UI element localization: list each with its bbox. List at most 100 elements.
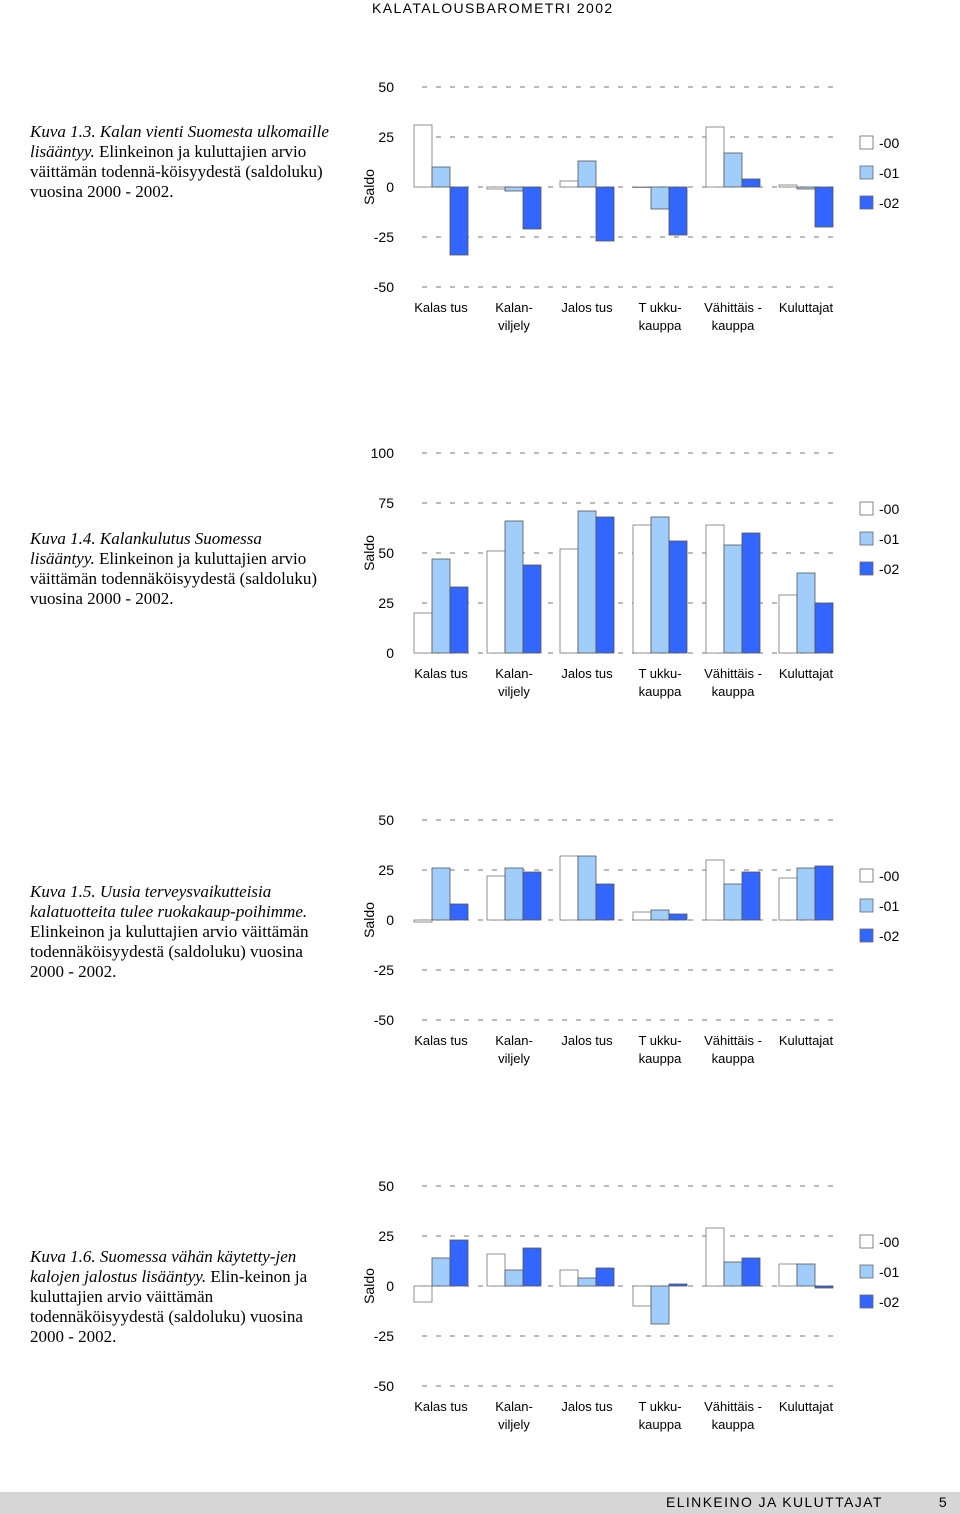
bar [522, 564, 542, 654]
y-tick-label: 75 [378, 495, 394, 511]
category-label: kauppa [639, 684, 682, 699]
bar [741, 871, 761, 921]
legend-label: -01 [879, 531, 899, 547]
legend-swatch [859, 165, 874, 180]
category-label: Vähittäis - [704, 300, 762, 315]
caption-text: Elinkeinon ja kuluttajien arvio väittämä… [30, 549, 318, 608]
legend-label: -02 [879, 928, 899, 944]
caption-title: Kuva 1.4. Kalankulutus Suomessa lisäänty… [30, 529, 262, 568]
category-label: Kalan- [495, 666, 533, 681]
bar [723, 1261, 743, 1287]
bar [796, 1263, 816, 1287]
y-axis-label: Saldo [361, 169, 377, 205]
bar [814, 602, 834, 654]
y-tick-label: -50 [374, 1378, 394, 1394]
bar [814, 865, 834, 921]
bar [431, 166, 451, 188]
y-tick-label: 25 [378, 129, 394, 145]
legend-swatch [859, 868, 874, 883]
figure-caption: Kuva 1.5. Uusia terveysvaikutteisia kala… [30, 882, 330, 982]
caption-title: Kuva 1.3. Kalan vienti Suomesta ulkomail… [30, 122, 329, 161]
category-label: viljely [498, 1051, 530, 1066]
bar [449, 1239, 469, 1287]
category-label: kauppa [712, 1051, 755, 1066]
legend-label: -02 [879, 1294, 899, 1310]
category-label: Kuluttajat [779, 300, 834, 315]
category-label: Vähittäis - [704, 1033, 762, 1048]
bar [577, 160, 597, 188]
legend-swatch [859, 898, 874, 913]
bar [705, 1227, 725, 1287]
bar [668, 540, 688, 654]
legend-swatch [859, 195, 874, 210]
caption-title: Kuva 1.5. Uusia terveysvaikutteisia kala… [30, 882, 308, 921]
y-axis-label: Saldo [361, 535, 377, 571]
caption-text: Elin-keinon ja kuluttajien arvio väittäm… [30, 1267, 308, 1346]
bar [778, 1263, 798, 1287]
legend-label: -02 [879, 561, 899, 577]
category-label: Jalos tus [561, 1399, 613, 1414]
legend-label: -01 [879, 898, 899, 914]
y-tick-label: -25 [374, 229, 394, 245]
bar-chart: 50 25 0 -25 -50 Saldo Kalas tus Kalan-viljely Ja… [361, 1178, 899, 1432]
caption-text: Elinkeinon ja kuluttajien arvio väittämä… [30, 922, 309, 981]
category-label: Kalas tus [414, 1033, 468, 1048]
category-label: viljely [498, 684, 530, 699]
legend-swatch [859, 561, 874, 576]
category-label: T ukku- [638, 300, 681, 315]
bar [522, 1247, 542, 1287]
bar [595, 516, 615, 654]
y-tick-label: 25 [378, 595, 394, 611]
caption-text: Elinkeinon ja kuluttajien arvio väittämä… [30, 142, 323, 201]
category-label: Jalos tus [561, 666, 613, 681]
y-tick-label: 100 [371, 445, 395, 461]
y-axis-label: Saldo [361, 902, 377, 938]
category-label: Vähittäis - [704, 1399, 762, 1414]
category-label: kauppa [712, 318, 755, 333]
bar [413, 124, 433, 188]
footer-section-title: ELINKEINO JA KULUTTAJAT [665, 1494, 883, 1510]
category-label: kauppa [639, 1051, 682, 1066]
legend-label: -01 [879, 1264, 899, 1280]
y-tick-label: -25 [374, 1328, 394, 1344]
category-label: Kuluttajat [779, 1033, 834, 1048]
category-label: kauppa [712, 684, 755, 699]
bar [431, 867, 451, 921]
category-label: viljely [498, 1417, 530, 1432]
category-label: T ukku- [638, 1399, 681, 1414]
category-label: Jalos tus [561, 1033, 613, 1048]
bar-chart: 100 75 50 25 0 Saldo Kalas tus Kalan-viljely Jal… [361, 445, 899, 699]
legend-label: -00 [879, 501, 899, 517]
bar [632, 1285, 652, 1307]
bar [413, 919, 433, 923]
bar [504, 1269, 524, 1287]
bar [522, 186, 542, 230]
bar [595, 883, 615, 921]
legend-label: -02 [879, 195, 899, 211]
y-tick-label: 0 [386, 645, 394, 661]
figure-caption: Kuva 1.4. Kalankulutus Suomessa lisäänty… [30, 529, 330, 609]
legend-swatch [859, 928, 874, 943]
bar [559, 1269, 579, 1287]
bar [668, 913, 688, 921]
y-axis-label: Saldo [361, 1268, 377, 1304]
bar [814, 1285, 834, 1289]
category-label: viljely [498, 318, 530, 333]
category-label: Kuluttajat [779, 1399, 834, 1414]
bar [486, 1253, 506, 1287]
bar [595, 186, 615, 242]
figure-caption: Kuva 1.3. Kalan vienti Suomesta ulkomail… [30, 122, 330, 202]
y-tick-label: -25 [374, 962, 394, 978]
legend-swatch [859, 1234, 874, 1249]
y-tick-label: 0 [386, 1278, 394, 1294]
category-label: Jalos tus [561, 300, 613, 315]
bar [449, 903, 469, 921]
y-tick-label: -50 [374, 1012, 394, 1028]
legend-swatch [859, 135, 874, 150]
category-label: kauppa [712, 1417, 755, 1432]
category-label: Kalas tus [414, 300, 468, 315]
category-label: Kuluttajat [779, 666, 834, 681]
footer-text: ELINKEINO JA KULUTTAJAT 5 [666, 1494, 948, 1510]
legend-swatch [859, 501, 874, 516]
legend-label: -01 [879, 165, 899, 181]
